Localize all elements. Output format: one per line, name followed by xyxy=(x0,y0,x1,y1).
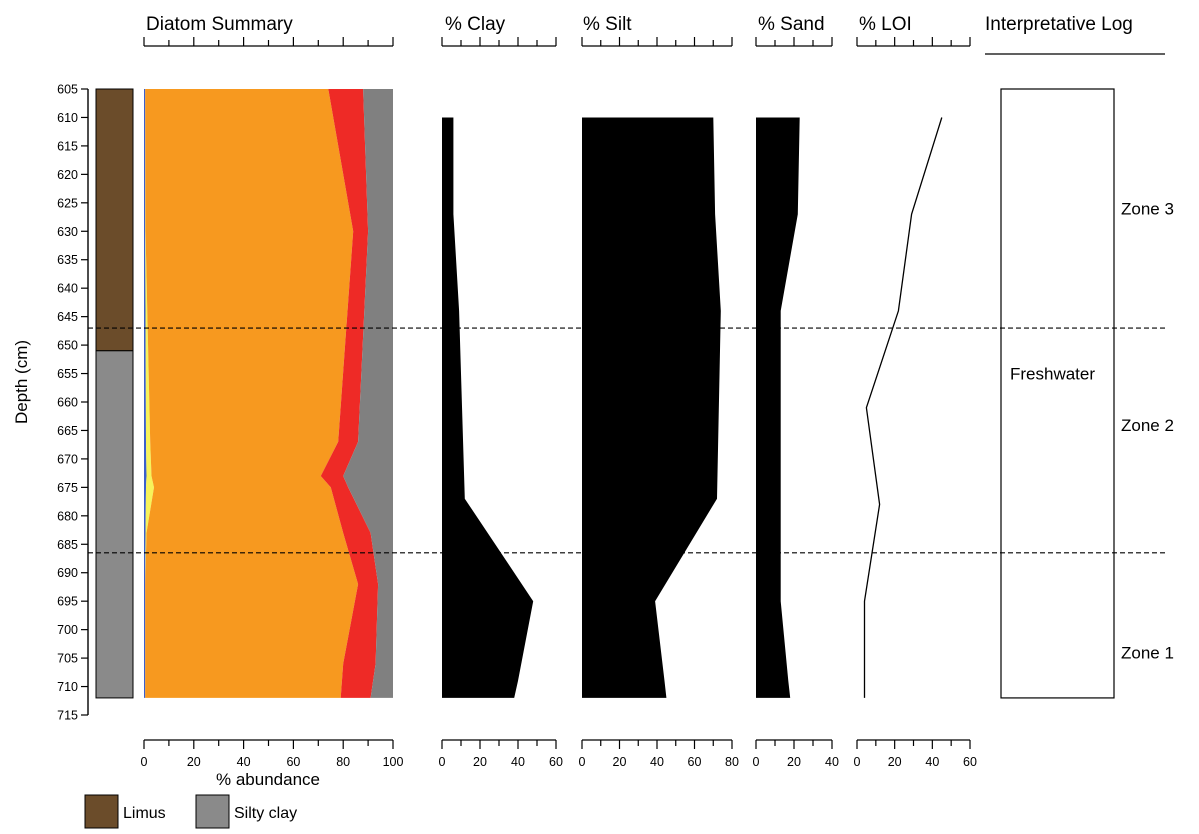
diatom-x-axis-label: % abundance xyxy=(216,770,320,789)
depth-tick-label: 620 xyxy=(57,168,78,182)
depth-tick-label: 610 xyxy=(57,111,78,125)
zone-label: Zone 1 xyxy=(1121,643,1174,662)
x-tick-label: 60 xyxy=(688,755,702,769)
x-tick-label: 60 xyxy=(286,755,300,769)
sand-panel-title: % Sand xyxy=(758,14,825,35)
diatom-panel-title: Diatom Summary xyxy=(146,14,293,35)
silt-panel-title: % Silt xyxy=(583,14,632,35)
x-tick-label: 40 xyxy=(925,755,939,769)
loi-profile-line xyxy=(863,117,943,698)
legend-swatch xyxy=(84,794,119,829)
depth-tick-label: 630 xyxy=(57,225,78,239)
depth-tick-label: 680 xyxy=(57,509,78,523)
depth-tick-label: 650 xyxy=(57,339,78,353)
x-tick-label: 80 xyxy=(725,755,739,769)
x-tick-label: 40 xyxy=(825,755,839,769)
depth-tick-label: 635 xyxy=(57,253,78,267)
legend-label: Limus xyxy=(123,805,166,822)
depth-tick-label: 685 xyxy=(57,538,78,552)
loi-panel-title: % LOI xyxy=(859,14,912,35)
depth-tick-label: 695 xyxy=(57,595,78,609)
x-tick-label: 0 xyxy=(439,755,446,769)
depth-tick-label: 700 xyxy=(57,623,78,637)
x-tick-label: 20 xyxy=(888,755,902,769)
legend-swatch xyxy=(195,794,230,829)
depth-tick-label: 715 xyxy=(57,709,78,723)
x-tick-label: 20 xyxy=(787,755,801,769)
sand-profile-area xyxy=(756,117,800,698)
x-tick-label: 20 xyxy=(613,755,627,769)
depth-tick-label: 665 xyxy=(57,424,78,438)
lithology-unit-1 xyxy=(95,88,134,352)
depth-tick-label: 675 xyxy=(57,481,78,495)
x-tick-label: 0 xyxy=(141,755,148,769)
x-tick-label: 100 xyxy=(383,755,404,769)
lithology-unit-2 xyxy=(95,350,134,699)
interpretative-log-box xyxy=(1000,88,1115,699)
diatom-stack-band-5 xyxy=(343,89,393,698)
clay-profile-area xyxy=(442,117,534,698)
interpretation-label: Freshwater xyxy=(1010,365,1095,384)
x-tick-label: 0 xyxy=(854,755,861,769)
legend-label: Silty clay xyxy=(234,805,297,822)
x-tick-label: 80 xyxy=(336,755,350,769)
x-tick-label: 40 xyxy=(237,755,251,769)
depth-tick-label: 645 xyxy=(57,310,78,324)
depth-tick-label: 690 xyxy=(57,566,78,580)
depth-tick-label: 615 xyxy=(57,139,78,153)
depth-tick-label: 605 xyxy=(57,83,78,97)
diatom-stack-band-3 xyxy=(145,89,359,698)
depth-tick-label: 625 xyxy=(57,196,78,210)
x-tick-label: 0 xyxy=(753,755,760,769)
x-tick-label: 20 xyxy=(187,755,201,769)
interpretative-log-title: Interpretative Log xyxy=(985,14,1133,35)
depth-tick-label: 670 xyxy=(57,452,78,466)
zone-label: Zone 3 xyxy=(1121,200,1174,219)
depth-tick-label: 640 xyxy=(57,282,78,296)
zone-label: Zone 2 xyxy=(1121,416,1174,435)
depth-tick-label: 705 xyxy=(57,652,78,666)
diatom-stack-band-4 xyxy=(320,89,379,698)
x-tick-label: 20 xyxy=(473,755,487,769)
x-tick-label: 60 xyxy=(963,755,977,769)
x-tick-label: 60 xyxy=(549,755,563,769)
x-tick-label: 40 xyxy=(650,755,664,769)
depth-axis-label: Depth (cm) xyxy=(12,340,31,424)
depth-tick-label: 655 xyxy=(57,367,78,381)
x-tick-label: 40 xyxy=(511,755,525,769)
diatom-stack-band-1 xyxy=(144,89,147,698)
depth-tick-label: 660 xyxy=(57,396,78,410)
silt-profile-area xyxy=(582,117,721,698)
depth-tick-label: 710 xyxy=(57,680,78,694)
diatom-stack-band-2 xyxy=(145,89,154,698)
x-tick-label: 0 xyxy=(579,755,586,769)
clay-panel-title: % Clay xyxy=(445,14,506,35)
